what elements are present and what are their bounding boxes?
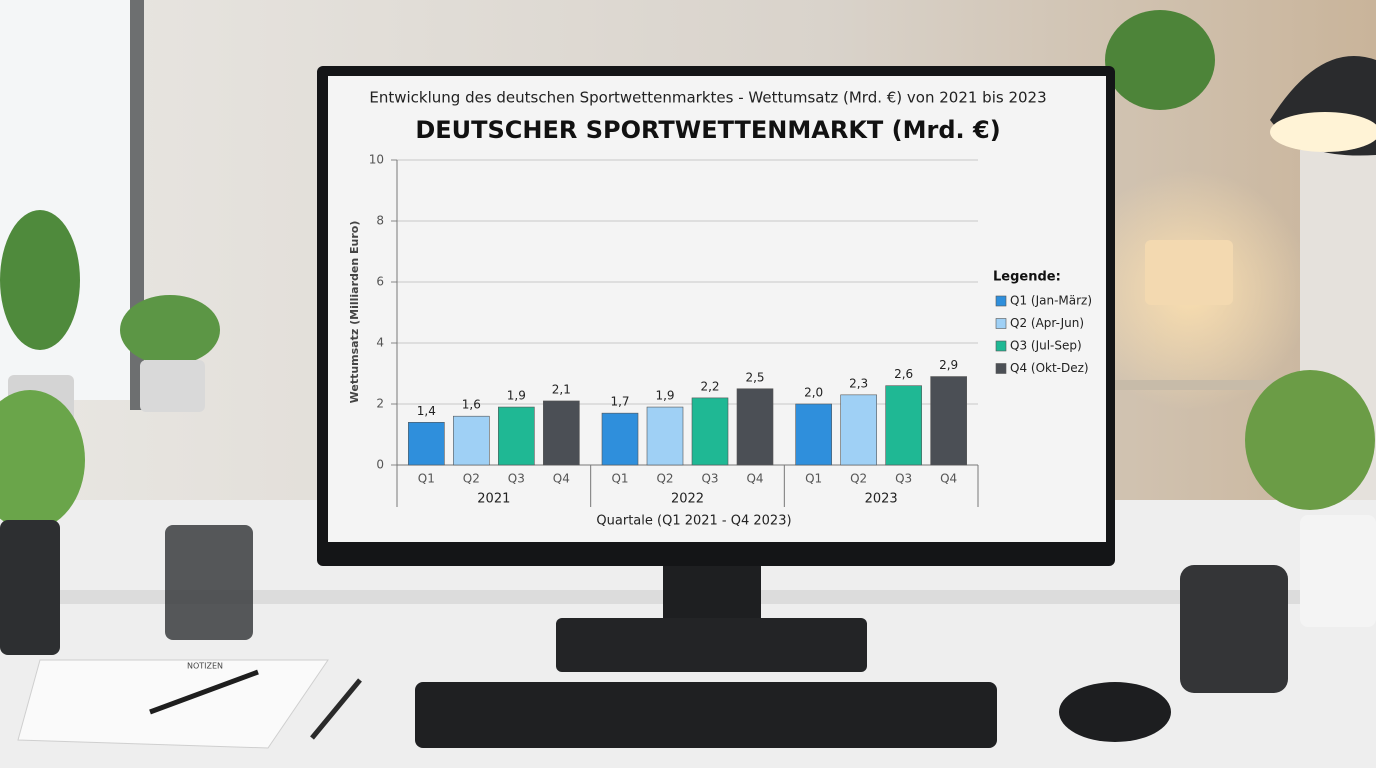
bar (840, 394, 877, 466)
shelf (1115, 380, 1275, 390)
y-tick-label: 2 (376, 397, 384, 411)
legend-label: Q2 (Apr-Jun) (1010, 316, 1084, 330)
x-tick-label: Q4 (746, 472, 763, 486)
y-tick-label: 6 (376, 275, 384, 289)
legend-swatch (995, 340, 1007, 352)
notebook: NOTIZEN (17, 659, 362, 749)
value-label: 2,1 (552, 382, 571, 396)
x-tick-label: Q3 (508, 472, 525, 486)
y-axis-label: Wettumsatz (Milliarden Euro) (348, 221, 361, 404)
value-label: 1,4 (417, 404, 436, 418)
bar (795, 403, 832, 466)
legend-label: Q3 (Jul-Sep) (1010, 339, 1082, 353)
chart: Entwicklung des deutschen Sportwettenmar… (348, 89, 1092, 529)
bar (930, 376, 967, 466)
bar (543, 400, 580, 466)
x-tick-label: Q2 (850, 472, 867, 486)
value-label: 2,5 (745, 370, 764, 384)
value-label: 1,9 (507, 389, 526, 403)
value-label: 2,9 (939, 358, 958, 372)
plants (0, 10, 1376, 655)
x-group-label: 2022 (671, 492, 704, 507)
value-label: 2,6 (894, 367, 913, 381)
x-tick-label: Q1 (805, 472, 822, 486)
x-tick-label: Q4 (940, 472, 957, 486)
notebook-label: NOTIZEN (187, 662, 223, 671)
y-tick-label: 0 (376, 458, 384, 472)
x-axis-label: Quartale (Q1 2021 - Q4 2023) (596, 514, 791, 529)
table-lamp (1145, 240, 1233, 305)
value-label: 2,2 (700, 379, 719, 393)
value-label: 1,9 (655, 389, 674, 403)
x-group-label: 2023 (865, 492, 898, 507)
mug (1180, 565, 1288, 693)
y-tick-label: 10 (369, 153, 384, 167)
legend-title: Legende: (993, 270, 1061, 285)
legend-label: Q1 (Jan-März) (1010, 294, 1092, 308)
x-group-label: 2021 (477, 492, 510, 507)
chart-suptitle: Entwicklung des deutschen Sportwettenmar… (369, 89, 1046, 107)
keyboard (415, 682, 997, 748)
x-tick-label: Q1 (418, 472, 435, 486)
y-tick-label: 8 (376, 214, 384, 228)
bar (453, 415, 490, 466)
bar (498, 406, 535, 466)
bar (408, 421, 445, 466)
chart-title: DEUTSCHER SPORTWETTENMARKT (Mrd. €) (415, 116, 1000, 144)
x-tick-label: Q2 (656, 472, 673, 486)
value-label: 1,7 (610, 395, 629, 409)
value-label: 2,0 (804, 386, 823, 400)
pen-holder (165, 525, 253, 640)
monitor-stand (556, 618, 867, 672)
y-tick-label: 4 (376, 336, 384, 350)
bar (736, 388, 774, 466)
x-tick-label: Q2 (463, 472, 480, 486)
lamp-bulb (1270, 112, 1376, 152)
legend-label: Q4 (Okt-Dez) (1010, 361, 1089, 375)
x-tick-label: Q4 (553, 472, 570, 486)
bar (691, 397, 729, 466)
legend-swatch (995, 295, 1007, 307)
bar (601, 412, 639, 466)
x-tick-label: Q1 (611, 472, 628, 486)
bar (646, 406, 684, 466)
x-tick-label: Q3 (895, 472, 912, 486)
mouse (1059, 682, 1171, 742)
value-label: 1,6 (462, 398, 481, 412)
bar (885, 385, 922, 466)
x-tick-label: Q3 (701, 472, 718, 486)
value-label: 2,3 (849, 376, 868, 390)
legend-swatch (995, 318, 1007, 329)
legend-swatch (995, 363, 1007, 374)
